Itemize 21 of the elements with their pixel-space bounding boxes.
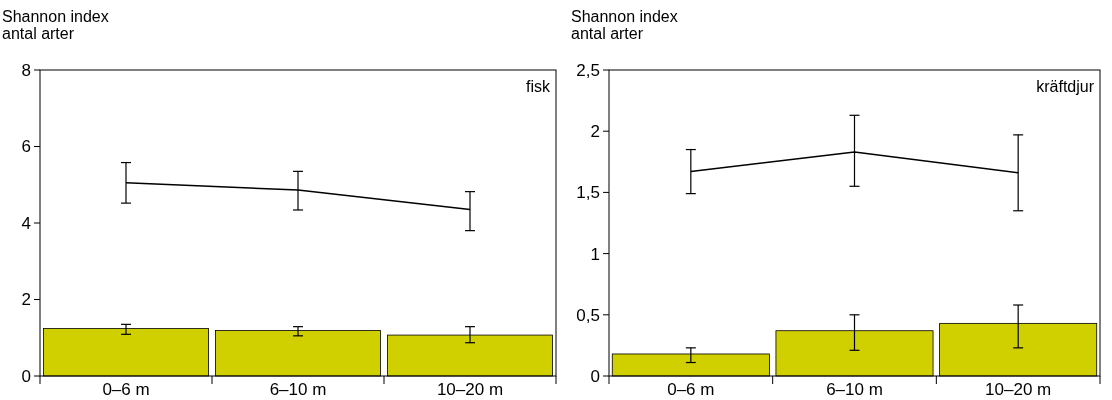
- y-tick-label: 2,5: [576, 60, 600, 80]
- x-tick-label: 10–20 m: [436, 380, 504, 399]
- x-tick-label: 6–10 m: [269, 380, 327, 399]
- x-tick-label: 0–6 m: [102, 380, 150, 399]
- text: kräftdjur: [1036, 78, 1095, 95]
- y-tick-label: 0,5: [576, 305, 600, 325]
- y-axis-title: Shannon index antal arter: [571, 8, 678, 42]
- y-tick-label: 0: [21, 366, 31, 386]
- y-tick-label: 1: [590, 244, 600, 264]
- y-tick-label: 0: [590, 366, 600, 386]
- x-tick-label: 0–6 m: [667, 380, 715, 399]
- y-tick-label: 4: [21, 213, 31, 233]
- x-tick-label: 6–10 m: [826, 380, 883, 399]
- y-tick-label: 1,5: [576, 183, 600, 203]
- y-tick-label: 8: [21, 60, 31, 80]
- y-axis-title: Shannon index antal arter: [2, 8, 109, 42]
- y-tick-label: 6: [21, 137, 31, 157]
- y-tick-label: 2: [21, 290, 31, 310]
- text: fisk: [526, 78, 551, 95]
- x-tick-label: 10–20 m: [985, 380, 1052, 399]
- y-tick-label: 2: [590, 122, 600, 142]
